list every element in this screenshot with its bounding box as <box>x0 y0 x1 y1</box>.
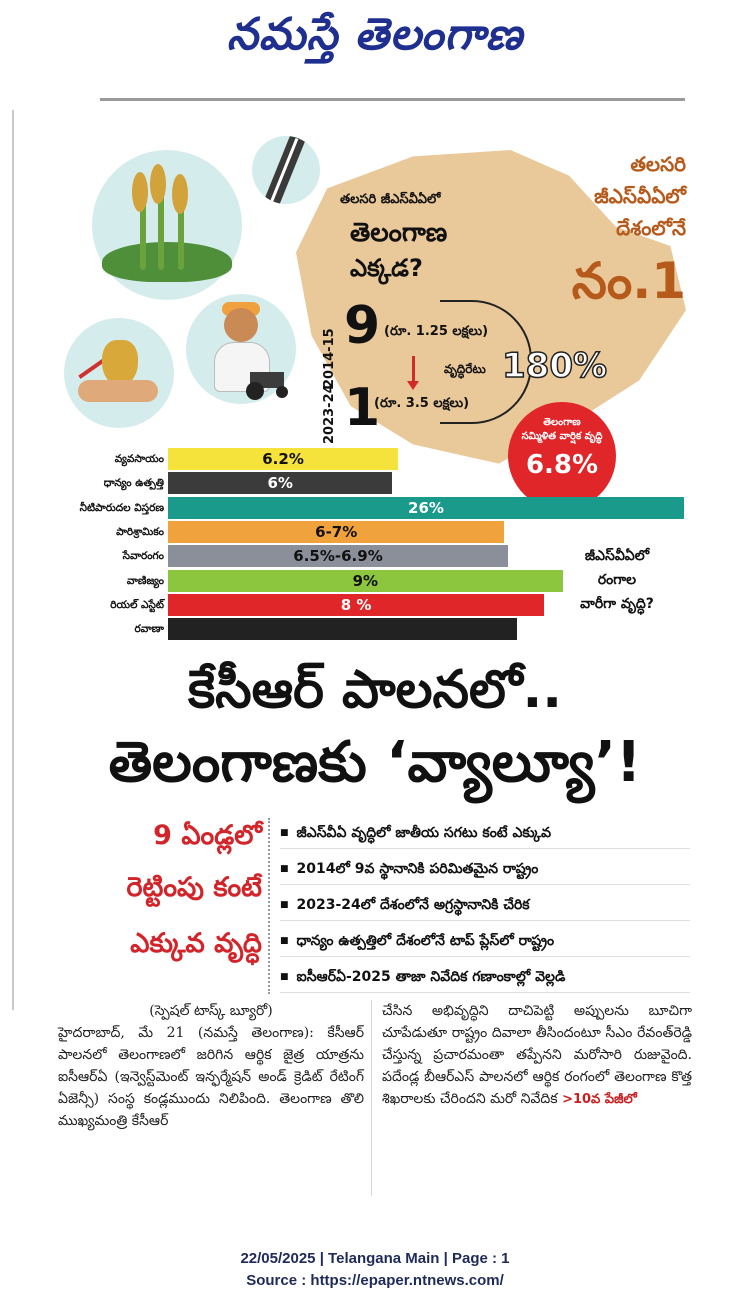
headline-line-1: కేసీఆర్ పాలనలో.. <box>187 660 563 720</box>
bar: 6.5%-6.9% <box>168 545 509 568</box>
key-point: జీఎస్‌వీఏ వృద్ధిలో జాతీయ సగటు కంటే ఎక్కు… <box>280 818 690 849</box>
edition-info: 22/05/2025 | Telangana Main | Page : 1 <box>240 1250 510 1267</box>
bar-row: రియల్ ఎస్టేట్ 8 % <box>0 593 750 616</box>
no1-caption-3: దేశంలోనే <box>616 216 686 240</box>
bar-row: వాణిజ్యం 9% <box>0 569 750 592</box>
money-bag-illustration <box>64 318 174 428</box>
bar-value-label: 6.5%-6.9% <box>293 547 383 566</box>
sector-growth-chart: వ్యవసాయం 6.2% ధాన్యం ఉత్పత్తి 6% నీటిపారుదల … <box>0 448 750 648</box>
article-column-1: (స్పెషల్ టాస్క్ బ్యూరో) హైదరాబాద్, మే 21… <box>58 1000 364 1132</box>
no1-caption-2: జీఎస్‌వీఏలో <box>594 184 686 208</box>
page-margin-rule <box>12 110 14 1010</box>
bar-row: పారిశ్రామికం 6-7% <box>0 520 750 543</box>
cagr-label-2: సమ్మిళిత వార్షిక వృద్ధి <box>521 431 603 442</box>
bar-category-label: రవాణా <box>134 623 164 636</box>
key-point: ఐసీఆర్ఏ-2025 తాజా నివేదిక గణాంకాల్లో వెల… <box>280 962 690 993</box>
growth-label: వృద్ధిరేటు <box>444 362 486 379</box>
highlight-line-3: ఎక్కువ వృద్ధి <box>130 928 262 959</box>
key-point: ధాన్యం ఉత్పత్తిలో దేశంలోనే టాప్ ప్లేస్‌ల… <box>280 926 690 957</box>
tractor-icon <box>246 368 292 400</box>
article-text-1: హైదరాబాద్, మే 21 (నమస్తే తెలంగాణ): కేసీఆ… <box>58 1025 364 1129</box>
cagr-badge: తెలంగాణ సమ్మిళిత వార్షిక వృద్ధి 6.8% <box>508 402 616 510</box>
growth-percent: 180% <box>501 345 608 387</box>
bar: 26% <box>168 496 684 519</box>
bar-row: వ్యవసాయం 6.2% <box>0 448 750 470</box>
column-divider <box>371 1000 372 1196</box>
byline: (స్పెషల్ టాస్క్ బ్యూరో) <box>149 1003 273 1019</box>
bar-value-label: 6% <box>267 474 293 493</box>
key-point: 2023-24లో దేశంలోనే అగ్రస్థానానికి చేరిక <box>280 890 690 921</box>
road-illustration <box>252 136 320 204</box>
sector-question-2: రంగాల <box>597 572 637 588</box>
bar-category-label: ధాన్యం ఉత్పత్తి <box>103 477 164 490</box>
bar-category-label: రియల్ ఎస్టేట్ <box>110 598 164 611</box>
newspaper-title: నమస్తే తెలంగాణ <box>226 9 524 60</box>
sector-question-1: జీఎస్‌వీఏలో <box>584 548 650 564</box>
bar-row: రవాణా <box>0 618 750 641</box>
highlight-line-1: 9 ఏండ్లలో <box>153 820 262 851</box>
masthead: నమస్తే తెలంగాణ <box>0 0 750 80</box>
bar-value-label: 6-7% <box>315 522 358 541</box>
bar: 6.2% <box>168 448 399 470</box>
article-column-2: చేసిన అభివృద్ధిని దాచిపెట్టి అప్పులను బూ… <box>382 1000 692 1111</box>
bar: 6% <box>168 472 393 495</box>
source-link[interactable]: Source : https://epaper.ntnews.com/ <box>246 1272 504 1289</box>
down-arrow-icon <box>407 356 419 390</box>
sector-question-3: వారీగా వృద్ధి? <box>580 596 654 612</box>
cagr-label-1: తెలంగాణ <box>543 417 581 428</box>
continued-page-link[interactable]: >10వ పేజీలో <box>562 1092 637 1107</box>
bar: 8 % <box>168 593 545 616</box>
headline-line-2: తెలంగాణకు ‘వ్యాల్యూ’! <box>108 730 642 795</box>
rank-2023: 1 <box>344 378 381 438</box>
masthead-rule <box>100 98 685 101</box>
bar-category-label: సేవారంగం <box>122 550 164 563</box>
rank-2014: 9 <box>344 296 381 356</box>
cagr-value: 6.8% <box>525 450 599 480</box>
bar-category-label: వాణిజ్యం <box>126 574 164 587</box>
bar-category-label: వ్యవసాయం <box>114 453 164 465</box>
no1-caption-1: తలసరి <box>630 152 686 176</box>
bar-value-label: 9% <box>352 571 379 590</box>
bar-value-label: 6.2% <box>262 450 304 468</box>
crop-field-illustration <box>92 150 242 300</box>
bar-row: ధాన్యం ఉత్పత్తి 6% <box>0 472 750 495</box>
question-title-2: ఎక్కడ? <box>350 254 423 282</box>
question-title-1: తెలంగాణ <box>350 218 448 248</box>
bar: 9% <box>168 569 563 592</box>
key-points-list: జీఎస్‌వీఏ వృద్ధిలో జాతీయ సగటు కంటే ఎక్కు… <box>268 818 690 994</box>
bar-category-label: పారిశ్రామికం <box>116 525 164 538</box>
bar-row: నీటిపారుదల విస్తరణ 26% <box>0 496 750 519</box>
rank-year-2023: 2023-24 <box>322 384 337 444</box>
bar: 6-7% <box>168 520 505 543</box>
bar-category-label: నీటిపారుదల విస్తరణ <box>79 501 164 514</box>
key-point: 2014లో 9వ స్థానానికి పరిమితమైన రాష్ట్రం <box>280 854 690 885</box>
bar-row: సేవారంగం 6.5%-6.9% <box>0 545 750 568</box>
bar-value-label: 8 % <box>340 595 372 614</box>
article-text-2: చేసిన అభివృద్ధిని దాచిపెట్టి అప్పులను బూ… <box>382 1003 692 1107</box>
question-subtitle: తలసరి జీఎస్‌వీఏలో <box>340 192 441 207</box>
bar <box>168 618 517 641</box>
no1-badge: నం.1 <box>571 252 686 310</box>
highlight-line-2: రెట్టింపు కంటే <box>126 872 262 903</box>
bar-value-label: 26% <box>408 498 444 517</box>
